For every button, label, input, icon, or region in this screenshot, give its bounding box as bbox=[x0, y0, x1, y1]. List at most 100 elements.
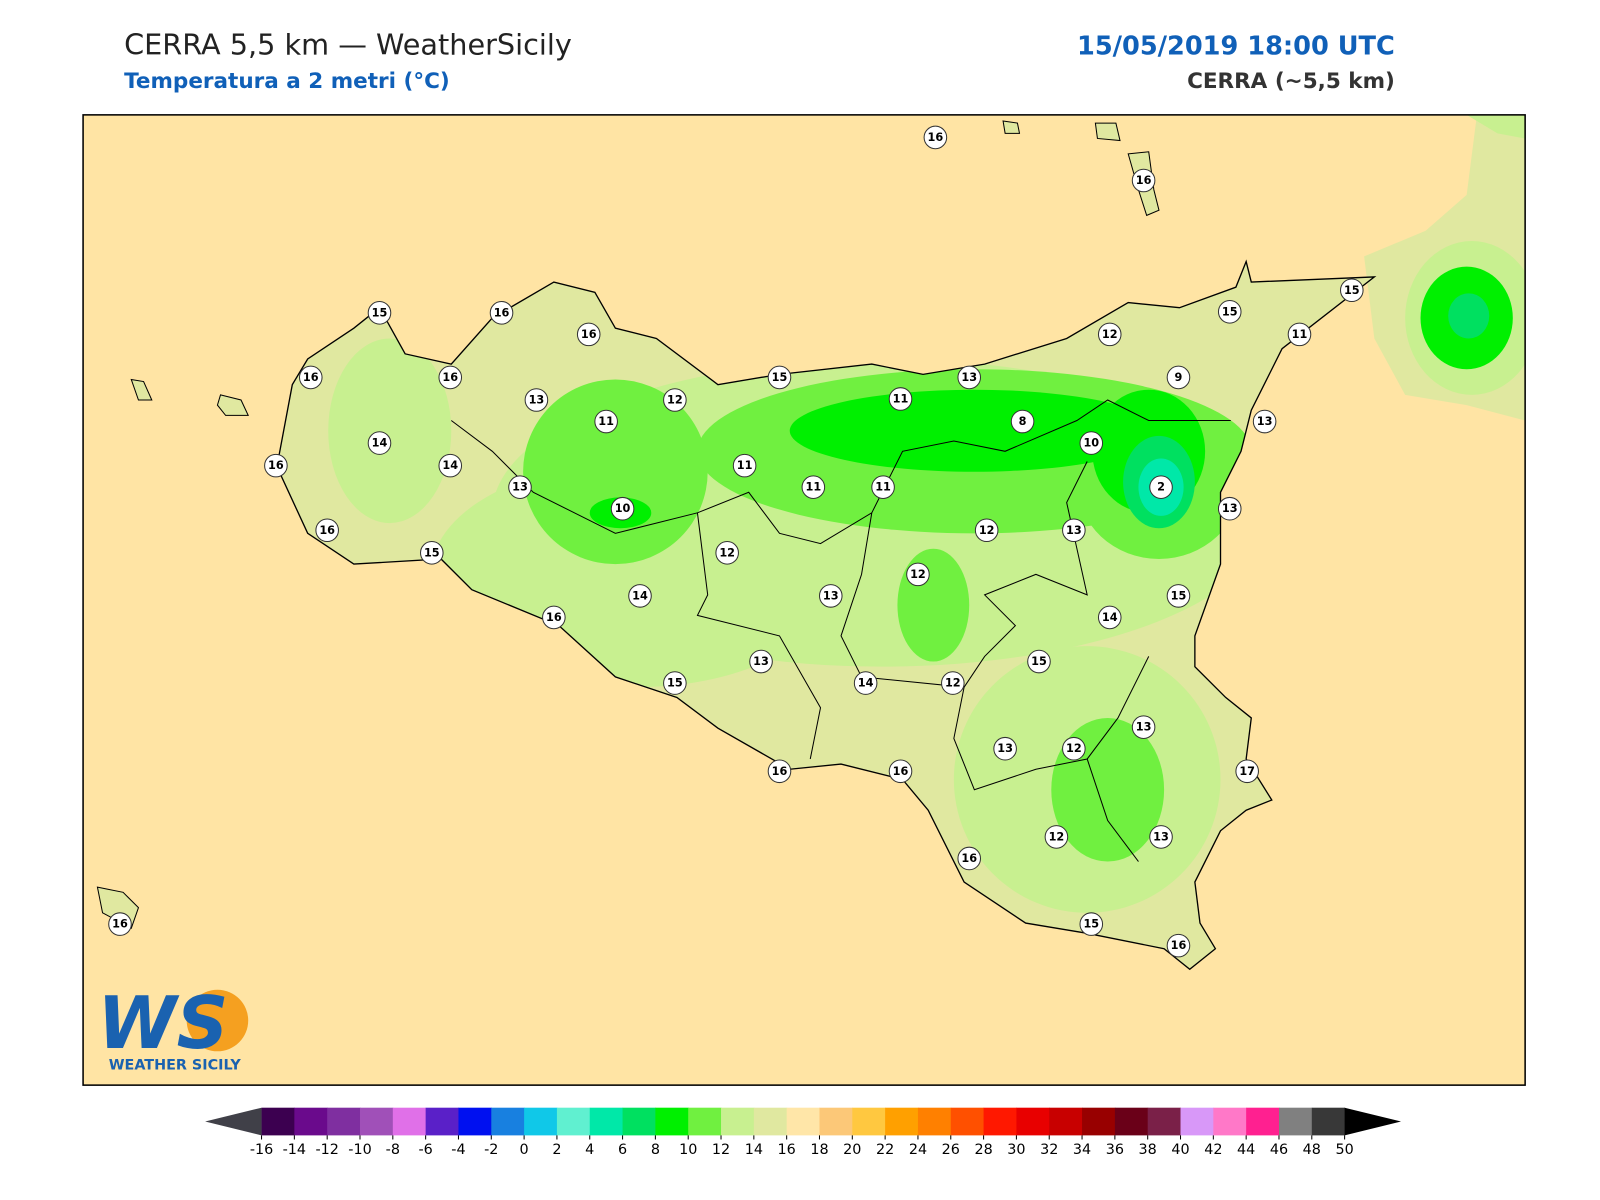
station-value: 10 bbox=[615, 502, 631, 515]
station: 15 bbox=[1217, 300, 1242, 324]
colorbar-bin bbox=[1278, 1107, 1313, 1136]
station-marker bbox=[888, 759, 913, 784]
colorbar-tick-label: 0 bbox=[520, 1142, 529, 1158]
datetime: 15/05/2019 18:00 UTC bbox=[1077, 31, 1395, 61]
station-marker bbox=[888, 387, 913, 411]
station-marker bbox=[923, 125, 948, 150]
station-value: 14 bbox=[1102, 611, 1118, 624]
station-value: 16 bbox=[268, 459, 284, 472]
station: 13 bbox=[508, 475, 532, 499]
colorbar-tick-label: -6 bbox=[418, 1142, 432, 1158]
station: 13 bbox=[749, 649, 773, 674]
station-value: 12 bbox=[667, 394, 683, 407]
station-value: 2 bbox=[1157, 481, 1165, 494]
station-value: 12 bbox=[979, 524, 995, 537]
station-marker bbox=[749, 649, 773, 674]
station: 11 bbox=[888, 387, 913, 411]
title: CERRA 5,5 km — WeatherSicily bbox=[124, 27, 572, 61]
station: 16 bbox=[438, 365, 463, 390]
station: 13 bbox=[1062, 518, 1086, 543]
station: 16 bbox=[1131, 168, 1156, 193]
colorbar-bin bbox=[1082, 1107, 1116, 1136]
station: 13 bbox=[524, 388, 549, 412]
station-marker bbox=[818, 584, 843, 608]
station-marker bbox=[315, 518, 339, 543]
station-value: 12 bbox=[1102, 328, 1118, 341]
colorbar-tick-label: 30 bbox=[1007, 1142, 1025, 1158]
model-label: CERRA (~5,5 km) bbox=[1187, 69, 1395, 94]
station: 15 bbox=[1166, 584, 1191, 608]
colorbar-bin bbox=[294, 1107, 328, 1136]
station-marker bbox=[628, 584, 652, 608]
colorbar-tick-label: 44 bbox=[1237, 1142, 1255, 1158]
station: 16 bbox=[767, 759, 792, 784]
station-marker bbox=[108, 912, 132, 936]
colorbar-tick-label: 32 bbox=[1040, 1142, 1058, 1158]
station-value: 16 bbox=[546, 611, 562, 624]
station: 14 bbox=[438, 453, 463, 478]
station-value: 12 bbox=[945, 677, 961, 690]
colorbar-bin bbox=[622, 1107, 656, 1136]
station-marker bbox=[853, 671, 878, 695]
station: 2 bbox=[1149, 475, 1173, 499]
colorbar-bin bbox=[589, 1107, 624, 1136]
station-value: 11 bbox=[1292, 328, 1308, 341]
station-value: 11 bbox=[893, 392, 909, 405]
station-value: 13 bbox=[1257, 415, 1273, 428]
station: 14 bbox=[628, 584, 652, 608]
station: 12 bbox=[1097, 322, 1122, 347]
station-marker bbox=[1217, 300, 1242, 324]
colorbar-over bbox=[1344, 1107, 1402, 1136]
station: 12 bbox=[974, 518, 999, 543]
colorbar-bin bbox=[688, 1107, 722, 1136]
station-marker bbox=[871, 475, 895, 499]
station: 12 bbox=[1044, 825, 1069, 849]
station: 15 bbox=[1339, 278, 1364, 303]
station-marker bbox=[298, 365, 323, 390]
station: 16 bbox=[923, 125, 948, 150]
station-marker bbox=[367, 301, 392, 325]
logo-name: WEATHER SICILY bbox=[109, 1058, 242, 1074]
station: 14 bbox=[1097, 605, 1122, 630]
logo: WS WEATHER SICILY bbox=[97, 981, 249, 1074]
station-value: 9 bbox=[1175, 371, 1183, 384]
station-value: 16 bbox=[442, 371, 458, 384]
station-value: 14 bbox=[632, 589, 648, 602]
colorbar-bin bbox=[360, 1107, 394, 1136]
station-value: 14 bbox=[442, 459, 458, 472]
colorbar-bin bbox=[852, 1107, 886, 1136]
colorbar-bin bbox=[392, 1107, 427, 1136]
station: 12 bbox=[663, 388, 687, 412]
colorbar-bin bbox=[1049, 1107, 1083, 1136]
station-value: 14 bbox=[858, 677, 874, 690]
colorbar-bin bbox=[261, 1107, 295, 1136]
colorbar-tick-label: 6 bbox=[618, 1142, 627, 1158]
colorbar-tick-label: -2 bbox=[484, 1142, 498, 1158]
station: 16 bbox=[298, 365, 323, 390]
station: 12 bbox=[906, 562, 930, 587]
station-marker bbox=[767, 365, 792, 390]
station: 13 bbox=[1217, 496, 1242, 521]
colorbar-tick-label: -12 bbox=[315, 1142, 338, 1158]
station-marker bbox=[594, 409, 618, 434]
colorbar-tick-label: 16 bbox=[778, 1142, 796, 1158]
station-marker bbox=[1044, 825, 1069, 849]
station-marker bbox=[264, 453, 288, 478]
station-value: 16 bbox=[112, 918, 128, 931]
colorbar-tick-label: -10 bbox=[348, 1142, 371, 1158]
station: 15 bbox=[420, 541, 444, 565]
colorbar-tick-label: 50 bbox=[1335, 1142, 1353, 1158]
station-value: 15 bbox=[772, 371, 788, 384]
colorbar-bin bbox=[556, 1107, 591, 1136]
station-marker bbox=[542, 605, 566, 630]
colorbar-tick-label: 40 bbox=[1171, 1142, 1189, 1158]
colorbar-bin bbox=[1114, 1107, 1149, 1136]
station-value: 8 bbox=[1019, 415, 1027, 428]
station-marker bbox=[1062, 518, 1086, 543]
station-value: 11 bbox=[875, 481, 891, 494]
colorbar-tick-label: 14 bbox=[745, 1142, 763, 1158]
colorbar-bin bbox=[721, 1107, 755, 1136]
station-marker bbox=[715, 541, 739, 565]
station-value: 15 bbox=[667, 677, 683, 690]
station: 12 bbox=[941, 671, 965, 695]
